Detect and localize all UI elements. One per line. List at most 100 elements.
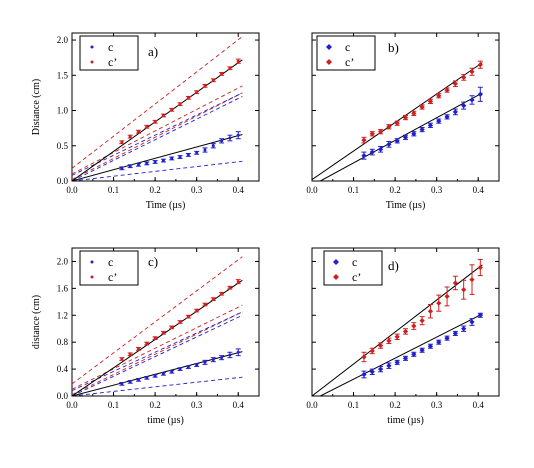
panel-2: 0.0 0.1 0.2 0.3 0.4 Time (µs) b) cc’ [306, 32, 500, 211]
legend-label: c [108, 40, 113, 54]
data-point [195, 90, 199, 94]
legend-marker [90, 45, 94, 49]
data-point [203, 148, 207, 152]
x-tick-label: 0.0 [66, 185, 78, 195]
legend: cc’ [79, 250, 139, 286]
legend-label: c [108, 255, 113, 269]
legend-marker [326, 59, 332, 65]
data-point [161, 159, 165, 163]
data-point [444, 335, 450, 341]
data-point [161, 331, 165, 335]
legend-marker [326, 44, 332, 50]
data-point [377, 342, 384, 349]
x-tick-label: 0.1 [108, 185, 119, 195]
data-point [236, 280, 240, 284]
y-tick-label: 0.5 [57, 141, 69, 151]
data-point [477, 91, 483, 97]
x-axis-label: time (µs) [387, 415, 424, 426]
x-tick-label: 0.4 [473, 185, 485, 195]
x-axis-label: Time (µs) [386, 200, 426, 211]
plot-area [72, 256, 243, 396]
data-point [145, 342, 149, 346]
data-point [203, 360, 207, 364]
fit-line [320, 92, 483, 181]
bound-line [72, 96, 243, 181]
y-tick-label: 0.0 [57, 391, 69, 401]
data-point [170, 370, 174, 374]
bound-line [72, 314, 243, 396]
x-tick-label: 0.3 [191, 185, 203, 195]
data-point [195, 151, 199, 155]
data-point [361, 137, 367, 143]
data-point [361, 153, 367, 159]
x-tick-label: 0.0 [306, 185, 318, 195]
data-point [469, 277, 475, 283]
data-point [419, 318, 425, 324]
data-point [136, 130, 140, 134]
data-point [436, 339, 442, 345]
data-point [220, 356, 224, 360]
data-point [211, 144, 215, 148]
data-point [186, 315, 190, 319]
data-point [236, 59, 240, 63]
x-tick-label: 0.0 [306, 400, 318, 410]
panel-label: c) [148, 254, 158, 269]
x-tick-label: 0.3 [191, 400, 203, 410]
x-tick-label: 0.3 [431, 185, 443, 195]
plot-area [312, 60, 483, 181]
data-point [170, 108, 174, 112]
x-axis-label: Time (µs) [146, 200, 186, 211]
data-point [170, 325, 174, 329]
data-point [436, 118, 442, 124]
data-point [369, 149, 375, 155]
data-point [153, 120, 157, 124]
data-point [228, 66, 232, 70]
x-tick-label: 0.1 [348, 185, 359, 195]
data-point [203, 84, 207, 88]
data-point [452, 280, 458, 286]
x-tick-label: 0.4 [233, 400, 245, 410]
data-point [120, 382, 124, 386]
x-tick-label: 0.2 [389, 400, 400, 410]
legend-label: c’ [345, 55, 354, 69]
data-point [186, 96, 190, 100]
legend-marker [90, 260, 94, 264]
data-point [461, 102, 467, 109]
x-tick-label: 0.0 [66, 400, 78, 410]
x-tick-label: 0.2 [149, 400, 160, 410]
data-point [469, 319, 475, 325]
fit-line [72, 279, 243, 396]
data-point [128, 164, 132, 168]
data-point [195, 309, 199, 313]
data-point [120, 140, 124, 144]
data-point [178, 155, 182, 159]
data-point [452, 81, 458, 87]
data-point [136, 163, 140, 167]
bound-line [72, 311, 243, 392]
y-axis-label: distance (cm) [31, 295, 42, 349]
bound-line [72, 311, 243, 396]
x-tick-label: 0.4 [473, 400, 485, 410]
legend-label: c’ [352, 270, 361, 284]
data-point [402, 114, 409, 121]
legend-label: c’ [108, 55, 117, 69]
bound-line [72, 160, 243, 181]
data-point [452, 330, 458, 337]
data-point [461, 326, 467, 332]
plot-frame [71, 32, 260, 182]
x-tick-label: 0.3 [431, 400, 443, 410]
y-tick-label: 1.0 [57, 106, 69, 116]
data-point [369, 348, 375, 354]
data-point [477, 62, 483, 68]
data-point [394, 359, 400, 365]
fit-line [72, 134, 243, 181]
y-tick-label: 1.2 [57, 310, 68, 320]
x-tick-label: 0.1 [348, 400, 359, 410]
data-point [386, 141, 392, 147]
panel-label: a) [148, 44, 158, 59]
data-point [145, 161, 149, 165]
bound-line [72, 85, 243, 175]
data-point [211, 297, 215, 301]
data-point [145, 125, 149, 129]
